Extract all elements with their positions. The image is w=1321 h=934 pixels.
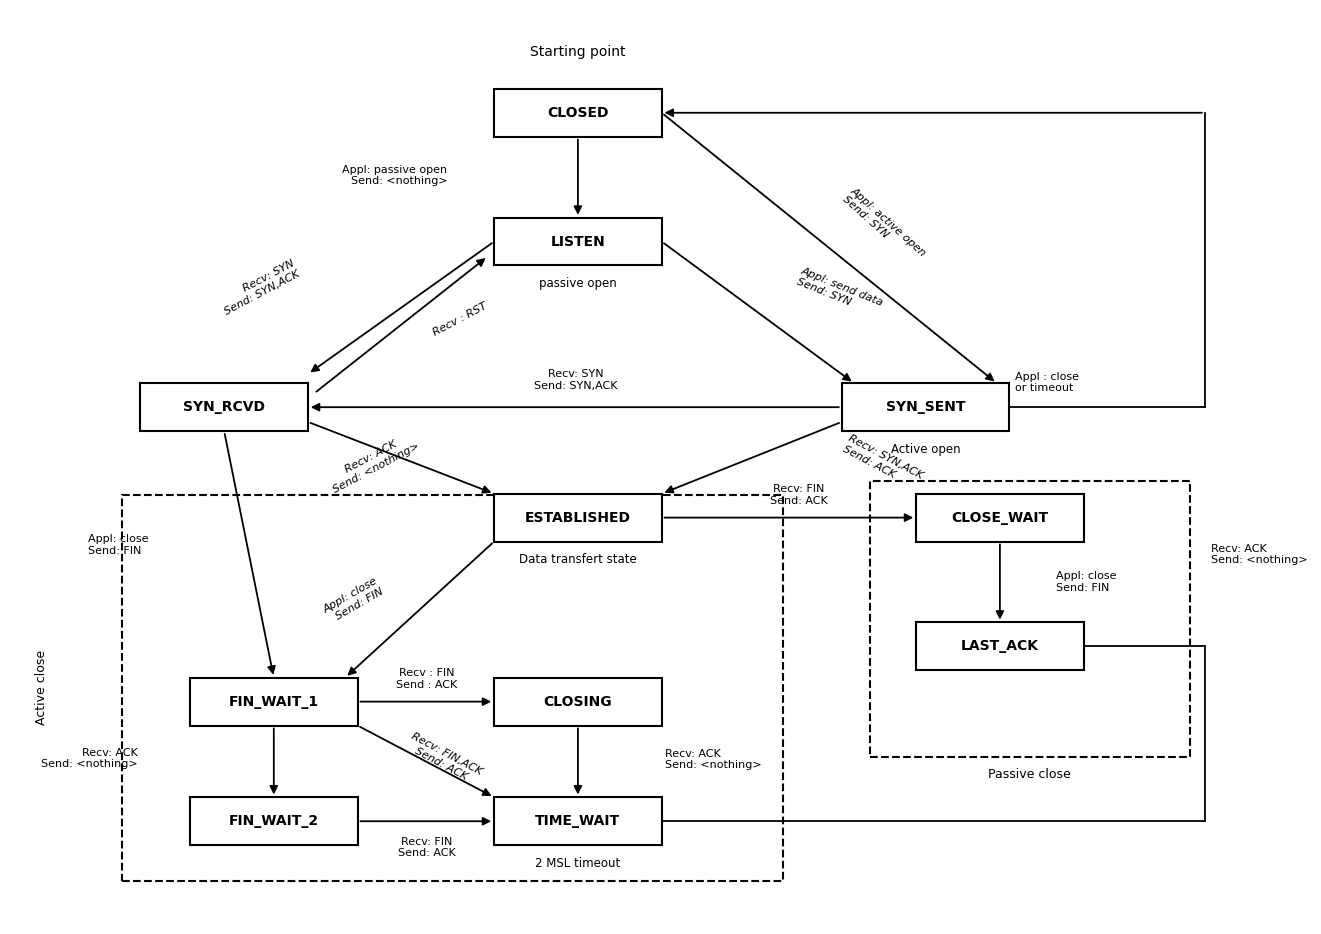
Text: Appl: passive open
Send: <nothing>: Appl: passive open Send: <nothing> xyxy=(342,164,448,186)
Bar xyxy=(917,494,1083,542)
Text: Recv: FIN
Send: ACK: Recv: FIN Send: ACK xyxy=(398,837,456,858)
Bar xyxy=(494,678,662,726)
Text: ESTABLISHED: ESTABLISHED xyxy=(524,511,631,525)
Text: Appl: active open
Send: SYN: Appl: active open Send: SYN xyxy=(841,185,927,266)
Text: Recv: SYN
Send: SYN,ACK: Recv: SYN Send: SYN,ACK xyxy=(534,369,617,390)
Bar xyxy=(917,622,1083,671)
Text: LAST_ACK: LAST_ACK xyxy=(960,640,1038,654)
Text: Recv: ACK
Send: <nothing>: Recv: ACK Send: <nothing> xyxy=(1211,544,1308,565)
Bar xyxy=(841,383,1009,432)
Text: Recv: FIN
Send: ACK: Recv: FIN Send: ACK xyxy=(770,484,828,505)
Bar xyxy=(140,383,308,432)
Text: Recv: SYN,ACK
Send: ACK: Recv: SYN,ACK Send: ACK xyxy=(841,433,925,491)
Text: Appl: close
Send: FIN: Appl: close Send: FIN xyxy=(1055,572,1116,593)
Text: Appl : close
or timeout: Appl : close or timeout xyxy=(1016,372,1079,393)
Text: Recv: FIN,ACK
Send: ACK: Recv: FIN,ACK Send: ACK xyxy=(404,730,483,786)
Bar xyxy=(190,678,358,726)
Text: Appl: close
Send: FIN: Appl: close Send: FIN xyxy=(322,576,386,625)
Text: TIME_WAIT: TIME_WAIT xyxy=(535,814,621,828)
Bar xyxy=(494,89,662,136)
Bar xyxy=(494,798,662,845)
Text: Active close: Active close xyxy=(36,650,48,726)
Bar xyxy=(123,495,783,881)
Text: FIN_WAIT_1: FIN_WAIT_1 xyxy=(229,695,318,709)
Bar xyxy=(494,494,662,542)
Text: Data transfert state: Data transfert state xyxy=(519,554,637,567)
Text: CLOSED: CLOSED xyxy=(547,106,609,120)
Text: Passive close: Passive close xyxy=(988,768,1071,781)
Text: SYN_RCVD: SYN_RCVD xyxy=(184,400,266,414)
Text: Starting point: Starting point xyxy=(530,45,626,59)
Text: LISTEN: LISTEN xyxy=(551,234,605,248)
Text: Recv : RST: Recv : RST xyxy=(431,302,489,338)
Bar xyxy=(494,218,662,265)
Text: Recv: ACK
Send: <nothing>: Recv: ACK Send: <nothing> xyxy=(664,749,761,771)
Text: Active open: Active open xyxy=(890,443,960,456)
Text: Recv: SYN
Send: SYN,ACK: Recv: SYN Send: SYN,ACK xyxy=(217,259,301,317)
Text: Recv: ACK
Send: <nothing>: Recv: ACK Send: <nothing> xyxy=(41,748,137,770)
Text: FIN_WAIT_2: FIN_WAIT_2 xyxy=(229,814,318,828)
Text: Recv: ACK
Send: <nothing>: Recv: ACK Send: <nothing> xyxy=(325,431,421,495)
Text: 2 MSL timeout: 2 MSL timeout xyxy=(535,857,621,870)
Bar xyxy=(869,481,1190,757)
Text: Appl: close
Send: FIN: Appl: close Send: FIN xyxy=(87,534,148,556)
Text: CLOSE_WAIT: CLOSE_WAIT xyxy=(951,511,1049,525)
Text: Recv : FIN
Send : ACK: Recv : FIN Send : ACK xyxy=(396,668,457,689)
Text: SYN_SENT: SYN_SENT xyxy=(885,400,966,414)
Text: CLOSING: CLOSING xyxy=(543,695,612,709)
Text: passive open: passive open xyxy=(539,277,617,290)
Bar xyxy=(190,798,358,845)
Text: Appl: send data
Send: SYN: Appl: send data Send: SYN xyxy=(795,266,885,318)
